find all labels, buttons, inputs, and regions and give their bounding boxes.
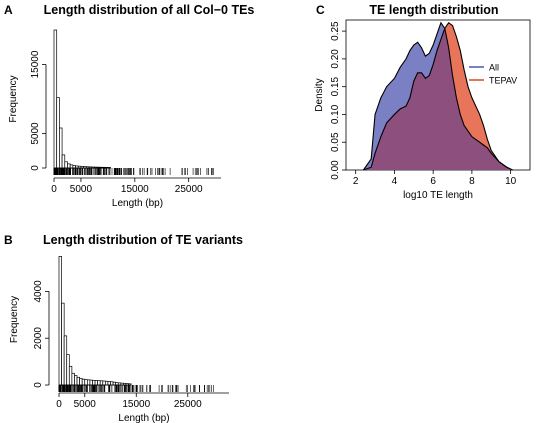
histogram-bar — [68, 365, 73, 386]
histogram-bar — [79, 378, 83, 386]
histogram-bar — [69, 164, 74, 169]
y-tick-label: 2000 — [33, 327, 44, 350]
y-tick-label: 0.10 — [330, 104, 341, 124]
histogram-bar — [92, 379, 96, 386]
histogram-bar — [58, 255, 62, 386]
y-tick-label: 0 — [30, 165, 41, 171]
histogram-bar — [105, 380, 109, 386]
panel-letter-c: C — [316, 3, 325, 17]
y-tick-label: 4000 — [33, 280, 44, 303]
y-axis-label: Frequency — [8, 75, 19, 122]
panel-letter-b: B — [4, 233, 13, 247]
histogram-bar — [56, 97, 60, 169]
histogram-bar — [84, 379, 88, 386]
x-tick-label: 5000 — [74, 399, 97, 410]
x-tick-label: 2 — [353, 176, 359, 187]
y-tick-label: 0.15 — [330, 76, 341, 96]
histogram-bar — [115, 382, 119, 386]
x-tick-label: 10 — [505, 176, 517, 187]
histogram-te-variants: 0 2000 4000 0 5000 15000 25000 Length (bp) Frequ… — [9, 255, 229, 423]
y-tick-label: 0 — [33, 382, 44, 388]
histogram-bar — [64, 161, 68, 169]
histogram-bar — [74, 375, 78, 386]
chart-title-a: Length distribution of all Col−0 TEs — [44, 3, 255, 17]
y-tick-label: 0.25 — [330, 21, 341, 41]
y-tick-label: 15000 — [30, 50, 41, 78]
legend-label: TEPAV — [489, 76, 517, 86]
chart-title-c: TE length distribution — [369, 3, 498, 17]
chart-title-b: Length distribution of TE variants — [43, 233, 243, 247]
histogram-bar — [110, 381, 114, 386]
y-tick-label: 5000 — [30, 122, 41, 145]
x-tick-label: 15000 — [122, 399, 150, 410]
x-tick-label: 4 — [392, 176, 398, 187]
histogram-bar — [59, 127, 63, 169]
x-tick-label: 25000 — [175, 184, 203, 195]
x-axis-label: Length (bp) — [112, 198, 163, 209]
density-line-all — [362, 21, 513, 171]
histogram-bar — [76, 376, 80, 386]
histogram-bar — [61, 302, 65, 386]
histogram-bar — [53, 29, 58, 169]
density-line-tepav — [363, 22, 513, 171]
density-plot-te-length: 2 4 6 8 10 0.00 0.05 0.10 0.15 0.20 0.25 log10 TE l… — [314, 19, 531, 201]
histogram-all-tes: 0 5000 15000 0 5000 15000 25000 Length (bp) Freq… — [8, 29, 221, 209]
panel-letter-a: A — [4, 3, 13, 17]
histogram-bar — [97, 380, 101, 386]
y-tick-label: 0.00 — [330, 160, 341, 180]
histogram-bar — [112, 381, 117, 386]
histogram-bar — [86, 379, 91, 386]
x-tick-label: 0 — [51, 184, 57, 195]
histogram-bar — [71, 372, 75, 386]
histogram-bar — [63, 335, 68, 386]
x-tick-label: 5000 — [70, 184, 93, 195]
histogram-bar — [81, 378, 86, 386]
y-axis-label: Frequency — [9, 296, 20, 343]
x-axis-label: Length (bp) — [118, 413, 169, 423]
histogram-bar — [67, 163, 71, 169]
x-tick-label: 0 — [56, 399, 62, 410]
x-tick-label: 25000 — [174, 399, 202, 410]
x-axis-label: log10 TE length — [403, 190, 473, 201]
legend-label: All — [489, 63, 499, 73]
histogram-bar — [61, 154, 66, 169]
histogram-bar — [72, 165, 76, 169]
histogram-bar — [66, 354, 70, 386]
histogram-bar — [107, 381, 111, 386]
histogram-bar — [99, 380, 104, 386]
y-tick-label: 0.05 — [330, 132, 341, 152]
histogram-bar — [102, 380, 106, 386]
y-tick-label: 0.20 — [330, 49, 341, 69]
y-axis-label: Density — [314, 78, 325, 111]
histogram-bar — [89, 379, 93, 386]
x-tick-label: 6 — [430, 176, 436, 187]
x-tick-label: 15000 — [121, 184, 149, 195]
x-tick-label: 8 — [469, 176, 475, 187]
histogram-bar — [94, 380, 98, 386]
